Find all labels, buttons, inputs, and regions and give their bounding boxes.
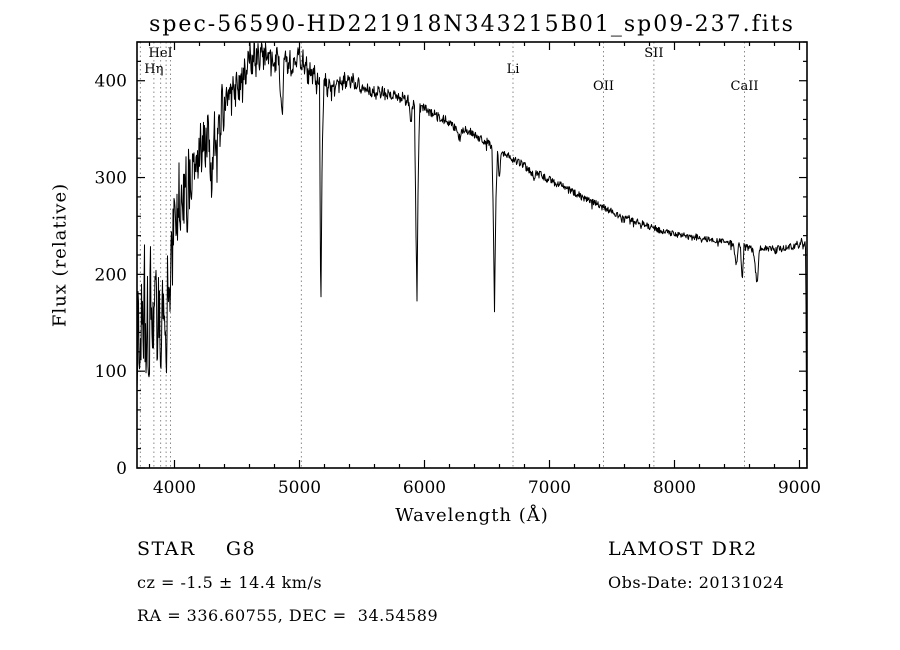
y-tick-label: 100 [95, 362, 127, 382]
ra-dec-text: RA = 336.60755, DEC = 34.54589 [137, 606, 439, 625]
chart-title: spec-56590-HD221918N343215B01_sp09-237.f… [149, 12, 795, 37]
y-axis-label: Flux (relative) [49, 182, 71, 328]
spectrum-line [136, 42, 808, 466]
line-label-Hη: Hη [144, 62, 163, 77]
line-label-OII: OII [593, 79, 614, 94]
y-tick-label: 200 [95, 265, 127, 285]
x-tick-label: 8000 [653, 478, 696, 498]
x-tick-label: 9000 [778, 478, 821, 498]
cz-text: cz = -1.5 ± 14.4 km/s [137, 573, 323, 592]
x-axis-label: Wavelength (Å) [395, 505, 549, 526]
y-tick-label: 400 [95, 72, 127, 92]
object-class-text: STAR G8 [137, 538, 257, 560]
line-label-CaII: CaII [731, 79, 759, 94]
survey-text: LAMOST DR2 [608, 538, 758, 560]
obs-date-text: Obs-Date: 20131024 [608, 573, 785, 592]
x-tick-label: 4000 [153, 478, 196, 498]
x-tick-label: 5000 [278, 478, 321, 498]
x-tick-label: 6000 [403, 478, 446, 498]
x-tick-label: 7000 [528, 478, 571, 498]
line-label-SII: SII [644, 46, 663, 61]
plot-frame [136, 41, 808, 469]
y-tick-label: 0 [116, 459, 127, 479]
y-tick-label: 300 [95, 169, 127, 189]
line-label-Li: Li [507, 62, 520, 77]
line-label-HeI: HeI [149, 46, 173, 61]
